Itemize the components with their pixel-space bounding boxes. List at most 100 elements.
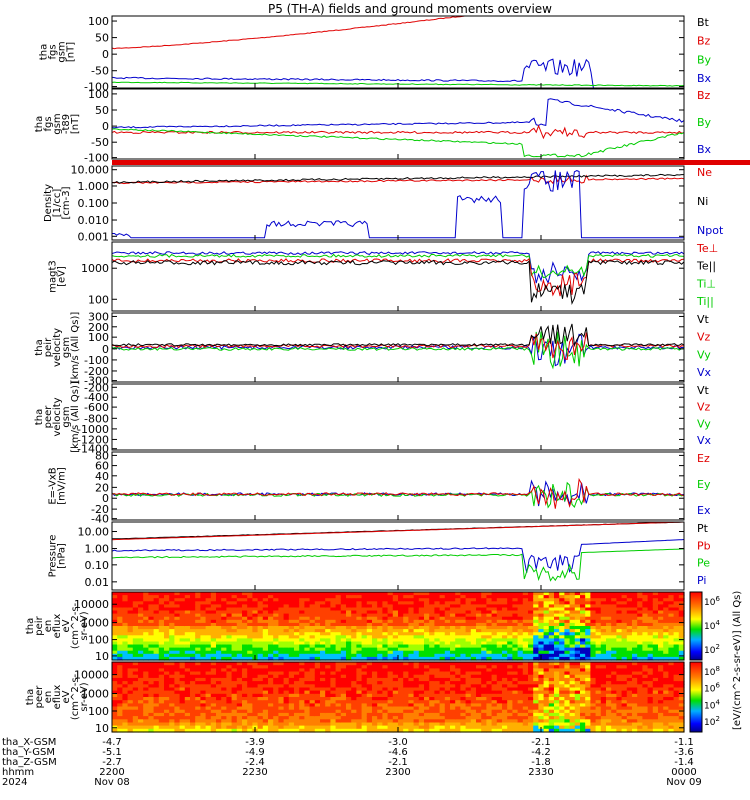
colorbar-8 (689, 591, 703, 661)
ti-perp-line (111, 251, 685, 285)
y-tick-label: 100 (88, 15, 109, 28)
x-row-value: -2.7 (102, 757, 122, 768)
y-axis-label: tha (34, 116, 45, 132)
x-row-label: hhmm (2, 767, 34, 778)
y-axis-label: eflux (52, 685, 63, 710)
y-tick-label: -200 (84, 365, 109, 378)
y-tick-label: -100 (84, 81, 109, 94)
panel-frame-1 (111, 88, 685, 160)
legend-item: Vx (697, 434, 712, 447)
y-tick-label: 100 (88, 293, 109, 306)
legend-item: Pt (697, 522, 709, 535)
y-tick-label: 100 (88, 331, 109, 344)
colorbar-tick-label: 106 (704, 682, 720, 695)
y-tick-label: 100 (88, 705, 109, 718)
electron-spectrogram (112, 662, 685, 733)
y-tick-label: -300 (84, 375, 109, 388)
colorbar-tick-label: 104 (704, 698, 720, 711)
y-tick-label: -400 (84, 391, 109, 404)
y-axis-label: [cm-3] (61, 186, 72, 219)
y-axis-label: tha (34, 409, 45, 425)
legend-item: Ti|| (696, 295, 714, 308)
x-row-value: -5.1 (102, 747, 122, 758)
colorbar-tick-label: 108 (704, 665, 720, 678)
y-axis-label: peir (43, 337, 54, 357)
x-year-label: 2024 (2, 777, 27, 788)
y-tick-label: 40 (95, 470, 109, 483)
y-axis-label: Pressure (48, 535, 59, 578)
x-row-label: tha_Y-GSM (2, 747, 55, 758)
x-row-label: tha_Z-GSM (2, 757, 57, 768)
dbx-line (111, 98, 685, 129)
x-row-value: -3.0 (388, 737, 408, 748)
y-tick-label: 0.001 (78, 230, 110, 243)
legend-item: Bz (697, 35, 711, 48)
x-row-value: -3.6 (674, 747, 694, 758)
y-tick-label: 0 (102, 492, 109, 505)
y-axis-label: -t89 (61, 114, 72, 134)
y-tick-label: -20 (91, 503, 109, 516)
y-tick-label: 1000 (81, 617, 109, 630)
y-tick-label: 200 (88, 321, 109, 334)
x-row-value: -2.1 (388, 757, 408, 768)
y-axis-label: gsm (57, 41, 68, 62)
y-tick-label: -50 (91, 136, 109, 149)
separator-band (112, 160, 750, 165)
y-tick-label: 100 (88, 88, 109, 101)
y-axis-label: [nT] (70, 114, 81, 134)
y-axis-label: eV (61, 690, 72, 703)
legend-item: By (697, 116, 712, 129)
x-row-value: -2.4 (245, 757, 265, 768)
legend-item: Ez (697, 452, 710, 465)
y-axis-label: E=-VxB (48, 467, 59, 504)
y-tick-label: 1.000 (78, 180, 110, 193)
y-axis-label: [mV/m] (57, 467, 68, 505)
legend-item: Pb (697, 539, 711, 552)
y-axis-label: tha (25, 689, 36, 705)
y-axis-label: sr-eV) (79, 682, 90, 711)
y-axis-label: fgs (43, 116, 54, 131)
y-axis-label: sr-eV) (79, 611, 90, 640)
x-row-label: tha_X-GSM (2, 737, 56, 748)
y-axis-label: [nT] (66, 42, 77, 62)
y-tick-label: -800 (84, 412, 109, 425)
y-tick-label: -50 (91, 65, 109, 78)
x-row-value: -1.8 (531, 757, 551, 768)
x-tick-label: 2300 (385, 767, 410, 778)
pb-line (111, 521, 685, 541)
y-axis-label: [km/s (All Qs)] (70, 381, 81, 453)
legend-item: Ti⊥ (696, 277, 716, 290)
vt-line (111, 323, 685, 348)
y-tick-label: 1.00 (85, 543, 110, 556)
colorbar-tick-label: 106 (704, 595, 720, 608)
y-tick-label: 1000 (81, 262, 109, 275)
y-tick-label: 20 (95, 481, 109, 494)
y-axis-label: (cm^2-s- (70, 673, 81, 720)
chart-title: P5 (TH-A) fields and ground moments over… (268, 2, 552, 16)
ti-par-line (111, 253, 685, 279)
x-row-value: -1.4 (674, 757, 694, 768)
y-tick-label: -1200 (77, 433, 109, 446)
x-row-value: -4.2 (531, 747, 551, 758)
legend-item: Pi (697, 574, 706, 587)
y-tick-label: 0.10 (85, 559, 110, 572)
y-tick-label: 10 (95, 722, 109, 735)
vy-line (111, 331, 685, 370)
legend-item: Ne (697, 166, 712, 179)
x-row-value: -1.1 (674, 737, 694, 748)
y-axis-label: peir (34, 615, 45, 635)
y-tick-label: -1000 (77, 423, 109, 436)
y-tick-label: 10000 (74, 669, 109, 682)
y-axis-label: gsm (52, 113, 63, 134)
y-tick-label: -600 (84, 401, 109, 414)
y-axis-label: en (43, 691, 54, 704)
y-axis-label: velocity (52, 328, 63, 367)
y-tick-label: 0 (102, 343, 109, 356)
legend-item: Pe (697, 557, 710, 570)
y-tick-label: 10 (95, 650, 109, 663)
y-tick-label: 50 (95, 104, 109, 117)
colorbar-9 (689, 661, 703, 733)
y-axis-label: peer (34, 685, 45, 709)
bx-line (111, 58, 684, 89)
